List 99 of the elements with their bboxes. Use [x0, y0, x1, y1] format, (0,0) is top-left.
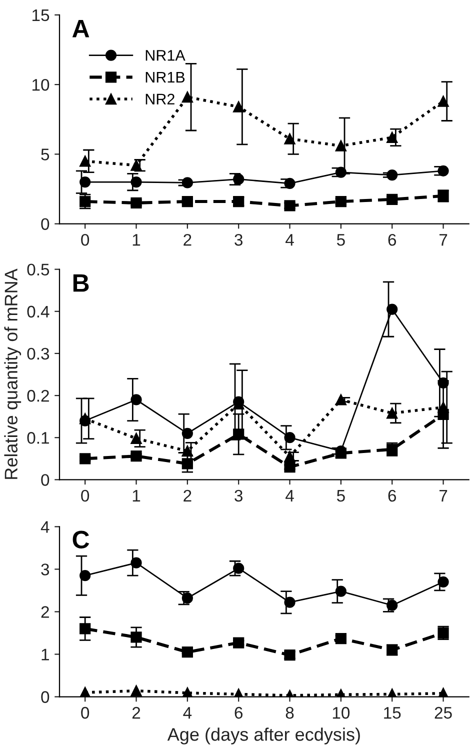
x-tick-label: 10 [332, 706, 350, 719]
point [438, 165, 449, 176]
point [386, 170, 398, 181]
y-tick-label: 0 [41, 218, 50, 230]
x-tick-label: 5 [336, 234, 345, 246]
point [130, 160, 142, 171]
x-tick-label: 7 [439, 234, 448, 246]
point [130, 557, 142, 568]
point [335, 196, 346, 208]
y-tick-label: 0.4 [27, 306, 50, 318]
x-tick-label: 8 [286, 706, 294, 719]
point [80, 156, 91, 167]
point [386, 194, 398, 205]
point [182, 196, 193, 208]
point [233, 174, 244, 185]
x-tick-label: 3 [234, 490, 242, 502]
legend-label: NR2 [146, 94, 174, 104]
point [182, 428, 193, 439]
point [233, 101, 244, 112]
point [233, 196, 244, 208]
x-tick-label: 5 [336, 490, 345, 502]
x-tick-label: 2 [184, 490, 192, 502]
x-axis-title: Age (days after ecdysis) [167, 728, 360, 744]
y-tick-label: 0.1 [27, 432, 49, 444]
legend-label: NR1B [146, 72, 185, 83]
point [284, 450, 296, 462]
y-tick-label: 0.3 [27, 348, 50, 360]
point [335, 140, 346, 152]
point [182, 92, 193, 103]
x-tick-label: 0 [81, 490, 90, 502]
point [80, 570, 91, 582]
point [130, 450, 142, 462]
point [80, 176, 91, 188]
point [438, 402, 449, 413]
point [233, 428, 244, 440]
point [335, 632, 346, 644]
y-axis-title: Relative quantity of mRNA [4, 268, 22, 479]
y-tick-label: 0.2 [27, 390, 49, 402]
x-tick-label: 3 [234, 234, 242, 246]
x-tick-label: 4 [183, 707, 192, 719]
y-tick-label: 0 [41, 474, 50, 486]
x-tick-label: 6 [388, 234, 396, 246]
point [284, 200, 296, 212]
legend-label: NR1A [146, 50, 186, 61]
x-tick-label: 25 [434, 706, 452, 719]
point [386, 132, 398, 144]
x-tick-label: 6 [234, 706, 242, 719]
y-tick-label: 5 [41, 148, 50, 160]
y-tick-label: 0 [41, 691, 50, 703]
point [130, 394, 142, 406]
point [284, 133, 296, 144]
x-tick-label: 1 [132, 490, 140, 502]
point [438, 377, 449, 388]
y-tick-label: 0.5 [27, 264, 50, 276]
x-tick-label: 2 [184, 234, 192, 246]
point [438, 96, 449, 107]
point [182, 592, 193, 604]
point [284, 650, 296, 661]
x-tick-label: 7 [439, 490, 448, 502]
point [284, 596, 296, 608]
point [335, 166, 346, 178]
point [233, 637, 244, 648]
y-tick-label: 10 [32, 78, 50, 91]
y-tick-label: 3 [41, 564, 50, 576]
point [233, 562, 244, 574]
point [335, 394, 346, 406]
chart-title: A [72, 20, 90, 38]
point [182, 458, 193, 470]
x-tick-label: 6 [388, 490, 396, 502]
point [130, 176, 142, 188]
y-tick-label: 15 [32, 9, 50, 22]
point [80, 623, 91, 634]
point [386, 600, 398, 611]
x-tick-label: 2 [132, 706, 140, 719]
x-tick-label: 15 [384, 707, 401, 719]
point [130, 197, 142, 208]
point [335, 586, 346, 597]
point [438, 576, 449, 588]
point [130, 432, 142, 444]
point [130, 632, 142, 643]
x-tick-label: 0 [81, 234, 90, 246]
point [386, 304, 398, 315]
point [284, 462, 296, 473]
point [284, 178, 296, 189]
chart-title: C [72, 530, 90, 548]
point [80, 453, 91, 464]
y-tick-label: 4 [40, 521, 50, 533]
x-tick-label: 0 [81, 706, 90, 719]
point [386, 408, 398, 419]
point [182, 177, 193, 188]
point [130, 685, 142, 696]
y-tick-label: 1 [42, 648, 49, 660]
point [182, 646, 193, 658]
chart-title: B [73, 274, 89, 292]
y-tick-label: 2 [41, 606, 49, 618]
point [284, 432, 296, 444]
x-tick-label: 4 [286, 234, 294, 246]
x-tick-label: 1 [132, 234, 140, 246]
x-tick-label: 4 [286, 490, 294, 502]
